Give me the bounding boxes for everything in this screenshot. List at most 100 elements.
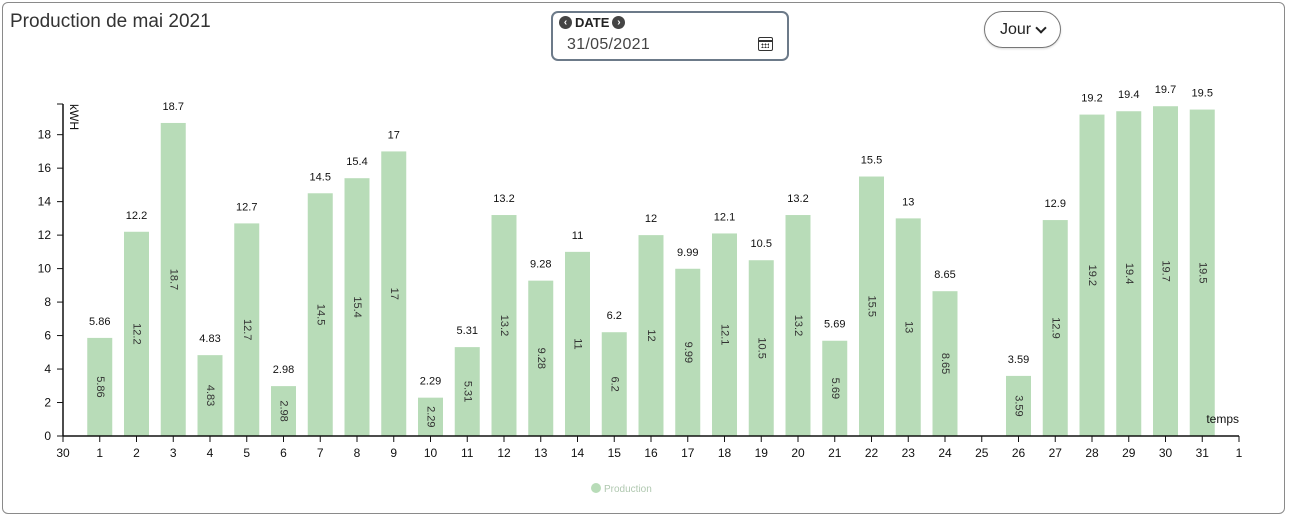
- data-label-inner-24: 8.65: [939, 353, 951, 374]
- bar-7: [307, 193, 333, 436]
- data-label-top-31: 19.5: [1192, 88, 1213, 100]
- y-tick-label-12: 12: [38, 228, 52, 242]
- date-header: ‹ DATE ›: [559, 15, 626, 30]
- y-tick-label-18: 18: [38, 128, 52, 142]
- x-tick-label-22: 22: [865, 446, 879, 460]
- x-tick-label-6: 6: [280, 446, 287, 460]
- x-tick-label-12: 12: [497, 446, 511, 460]
- x-tick-label-15: 15: [608, 446, 622, 460]
- x-tick-label-2: 2: [133, 446, 140, 460]
- x-axis-title: temps: [1206, 412, 1239, 426]
- data-label-inner-18: 12.1: [719, 324, 731, 345]
- calendar-icon[interactable]: [758, 37, 773, 51]
- data-label-inner-11: 5.31: [461, 381, 473, 402]
- data-label-inner-27: 12.9: [1049, 317, 1061, 338]
- data-label-inner-29: 19.4: [1123, 263, 1135, 284]
- data-label-top-17: 9.99: [677, 247, 698, 259]
- data-label-top-27: 12.9: [1045, 198, 1066, 210]
- data-label-top-18: 12.1: [714, 211, 735, 223]
- x-tick-label-26: 26: [1012, 446, 1026, 460]
- data-label-inner-30: 19.7: [1160, 260, 1172, 281]
- data-label-top-29: 19.4: [1118, 89, 1139, 101]
- data-label-inner-3: 18.7: [167, 269, 179, 290]
- data-label-top-7: 14.5: [310, 171, 331, 183]
- data-label-top-2: 12.2: [126, 210, 147, 222]
- bar-20: [785, 215, 811, 436]
- data-label-top-30: 19.7: [1155, 84, 1176, 96]
- data-label-top-6: 2.98: [273, 364, 294, 376]
- bar-19: [748, 260, 774, 436]
- data-label-inner-14: 11: [572, 338, 584, 349]
- x-tick-label-23: 23: [902, 446, 916, 460]
- x-tick-label-32: 1: [1236, 446, 1243, 460]
- x-tick-label-8: 8: [354, 446, 361, 460]
- data-label-top-15: 6.2: [607, 310, 622, 322]
- data-label-top-12: 13.2: [493, 193, 514, 205]
- data-label-top-5: 12.7: [236, 201, 257, 213]
- data-label-inner-6: 2.98: [278, 400, 290, 421]
- data-label-top-9: 17: [388, 129, 400, 141]
- bar-4: [197, 355, 223, 436]
- y-axis-title: kWH: [67, 104, 81, 130]
- x-tick-label-5: 5: [243, 446, 250, 460]
- y-tick-label-4: 4: [44, 362, 51, 376]
- y-tick-label-6: 6: [44, 329, 51, 343]
- date-input[interactable]: 31/05/2021: [567, 36, 651, 53]
- bar-28: [1079, 114, 1105, 436]
- data-label-top-24: 8.65: [934, 269, 955, 281]
- data-label-inner-12: 13.2: [498, 315, 510, 336]
- date-label: DATE: [575, 15, 610, 30]
- date-picker[interactable]: ‹ DATE › 31/05/2021: [551, 11, 789, 61]
- y-tick-label-2: 2: [44, 396, 51, 410]
- x-tick-label-24: 24: [938, 446, 952, 460]
- bar-30: [1153, 106, 1178, 437]
- data-label-inner-28: 19.2: [1086, 265, 1098, 286]
- data-label-top-20: 13.2: [787, 193, 808, 205]
- data-label-inner-5: 12.7: [241, 319, 253, 340]
- data-label-top-26: 3.59: [1008, 354, 1029, 366]
- data-label-top-28: 19.2: [1081, 93, 1102, 105]
- data-label-inner-21: 5.69: [829, 378, 841, 399]
- bar-1: [87, 337, 113, 436]
- x-tick-label-9: 9: [390, 446, 397, 460]
- data-label-inner-22: 15.5: [866, 296, 878, 317]
- x-tick-label-19: 19: [755, 446, 769, 460]
- period-label: Jour: [999, 20, 1032, 38]
- data-label-inner-2: 12.2: [131, 323, 143, 344]
- data-label-top-16: 12: [645, 213, 657, 225]
- bar-16: [638, 235, 664, 436]
- bar-2: [124, 231, 149, 436]
- period-select[interactable]: Jour: [984, 11, 1061, 48]
- data-label-top-3: 18.7: [163, 101, 184, 113]
- x-tick-label-0: 30: [56, 446, 70, 460]
- data-label-top-22: 15.5: [861, 155, 882, 167]
- bar-24: [932, 291, 958, 436]
- legend-swatch-production: [591, 483, 601, 493]
- bar-11: [454, 347, 480, 436]
- y-tick-label-16: 16: [38, 161, 52, 175]
- page-title: Production de mai 2021: [10, 11, 211, 32]
- x-tick-label-30: 30: [1159, 446, 1173, 460]
- x-tick-label-1: 1: [96, 446, 103, 460]
- data-label-top-23: 13: [902, 196, 914, 208]
- data-label-inner-10: 2.29: [425, 406, 437, 427]
- bar-6: [271, 386, 296, 436]
- bar-12: [491, 215, 517, 436]
- bar-27: [1042, 220, 1068, 436]
- data-label-inner-19: 10.5: [755, 337, 767, 358]
- data-label-top-1: 5.86: [89, 316, 110, 328]
- arrow-right-circle-icon[interactable]: ›: [612, 16, 626, 29]
- bar-26: [1006, 375, 1031, 436]
- arrow-left-circle-icon[interactable]: ‹: [559, 16, 572, 29]
- bar-13: [528, 280, 554, 436]
- x-tick-label-4: 4: [207, 446, 214, 460]
- y-tick-label-0: 0: [44, 429, 51, 443]
- y-tick-label-14: 14: [38, 195, 52, 209]
- data-label-inner-15: 6.2: [608, 376, 620, 391]
- data-label-inner-20: 13.2: [792, 315, 804, 336]
- data-label-inner-31: 19.5: [1196, 262, 1208, 283]
- x-tick-label-29: 29: [1122, 446, 1136, 460]
- x-tick-label-3: 3: [170, 446, 177, 460]
- x-tick-label-20: 20: [791, 446, 805, 460]
